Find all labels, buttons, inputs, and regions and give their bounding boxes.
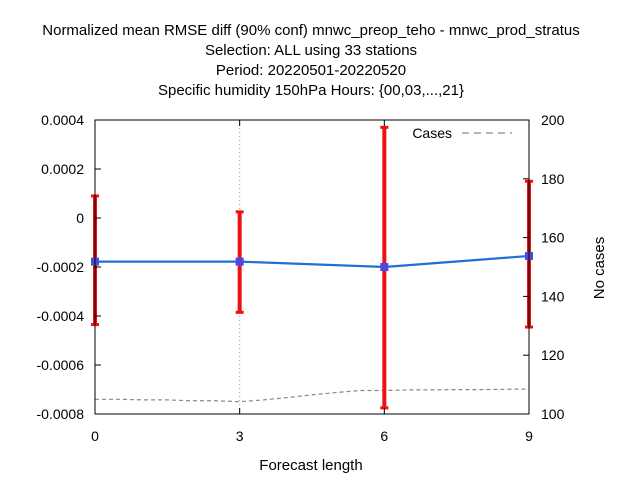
x-tick-label: 6 — [380, 428, 388, 444]
x-tick-label: 0 — [91, 428, 99, 444]
y-tick-label: 0.0002 — [41, 161, 84, 177]
x-tick-label: 3 — [236, 428, 244, 444]
title-line: Normalized mean RMSE diff (90% conf) mnw… — [42, 22, 579, 39]
y2-tick-label: 100 — [541, 406, 565, 422]
y-tick-label: 0.0004 — [41, 112, 84, 128]
legend-label-cases: Cases — [412, 125, 452, 141]
x-axis-ticks: 0 3 6 9 — [91, 120, 533, 444]
cases-line — [95, 388, 530, 403]
plot-frame — [94, 119, 530, 415]
x-tick-label: 9 — [525, 428, 533, 444]
y2-axis-ticks: 200 180 160 140 120 100 — [523, 112, 565, 422]
title-line: Selection: ALL using 33 stations — [205, 42, 417, 59]
y2-axis-label: No cases — [591, 237, 608, 300]
cases-series — [95, 388, 530, 403]
y-tick-label: -0.0008 — [37, 406, 85, 422]
y-tick-label: 0 — [76, 210, 84, 226]
y-tick-label: -0.0002 — [37, 259, 85, 275]
y-tick-label: -0.0006 — [37, 357, 85, 373]
y2-tick-label: 180 — [541, 171, 565, 187]
chart-title: Normalized mean RMSE diff (90% conf) mnw… — [42, 22, 579, 99]
error-bars — [91, 125, 533, 410]
title-line: Specific humidity 150hPa Hours: {00,03,.… — [158, 82, 464, 99]
mean-line — [95, 254, 530, 269]
mean-point — [235, 257, 244, 266]
legend: Cases — [412, 125, 512, 141]
y-tick-label: -0.0004 — [37, 308, 85, 324]
mean-series — [91, 251, 533, 271]
y-axis-ticks: 0.0004 0.0002 0 -0.0002 -0.0004 -0.0006 -0.000… — [37, 112, 101, 422]
y2-tick-label: 200 — [541, 112, 565, 128]
title-line: Period: 20220501-20220520 — [216, 62, 406, 79]
y2-tick-label: 160 — [541, 230, 565, 246]
y2-tick-label: 140 — [541, 288, 565, 304]
y2-tick-label: 120 — [541, 347, 565, 363]
x-axis-label: Forecast length — [259, 457, 362, 474]
mean-point — [380, 263, 389, 271]
